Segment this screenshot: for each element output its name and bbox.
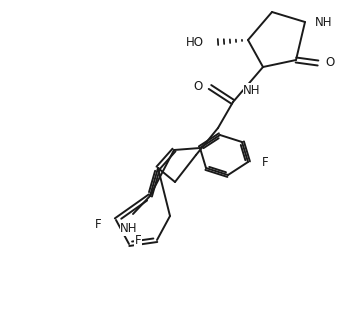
Text: F: F [95,218,102,230]
Text: HO: HO [186,36,204,49]
Text: F: F [135,234,141,246]
Text: NH: NH [120,222,138,235]
Text: NH: NH [243,84,261,97]
Text: NH: NH [315,15,333,28]
Text: O: O [325,57,334,69]
Text: F: F [262,156,269,169]
Text: O: O [194,79,203,92]
